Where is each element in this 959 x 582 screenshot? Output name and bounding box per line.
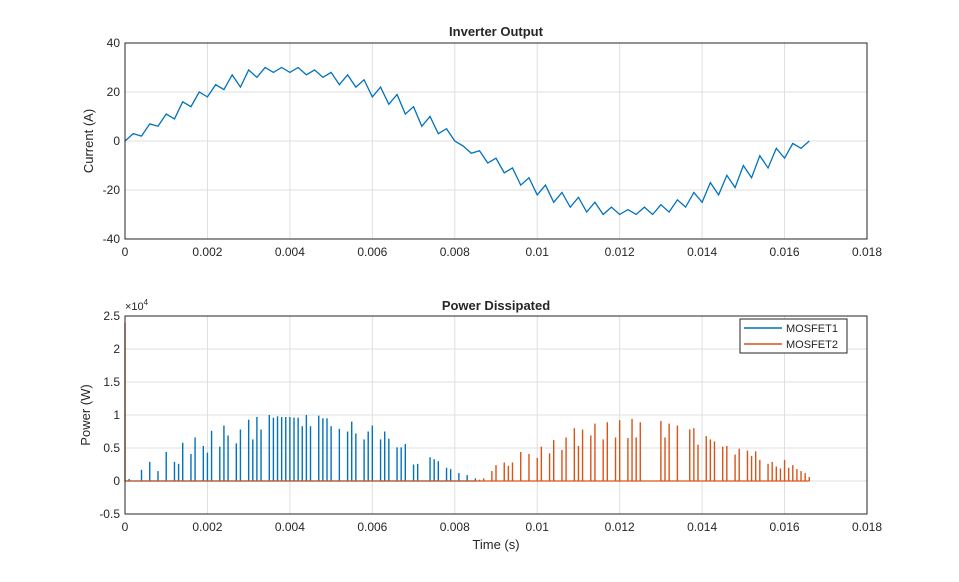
power-x-tick-label: 0.004: [275, 520, 305, 534]
current-ylabel: Current (A): [81, 109, 96, 173]
current-x-tick-label: 0.014: [687, 245, 717, 259]
legend-label-mosfet2: MOSFET2: [786, 339, 838, 351]
current-y-tick-label: 40: [107, 36, 121, 50]
legend-label-mosfet1: MOSFET1: [786, 323, 838, 335]
power-y-tick-label: 0.5: [103, 441, 120, 455]
current-y-tick-label: 20: [107, 85, 121, 99]
current-x-tick-label: 0: [122, 245, 129, 259]
power-y-tick-label: 1: [113, 408, 120, 422]
current-x-tick-label: 0.002: [192, 245, 222, 259]
current-data: [124, 66, 810, 216]
current-y-tick-label: 0: [113, 134, 120, 148]
power-x-tick-label: 0.012: [605, 520, 635, 534]
legend: MOSFET1 MOSFET2: [739, 318, 848, 354]
current-y-tick-label: -20: [103, 183, 121, 197]
power-x-tick-label: 0.008: [440, 520, 470, 534]
current-x-tick-label: 0.01: [526, 245, 550, 259]
current-x-tick-label: 0.006: [357, 245, 387, 259]
current-x-tick-label: 0.016: [770, 245, 800, 259]
power-y-tick-label: 2.5: [103, 309, 120, 323]
power-x-tick-label: 0.01: [526, 520, 550, 534]
power-x-tick-label: 0.002: [192, 520, 222, 534]
power-xlabel: Time (s): [472, 537, 519, 552]
power-y-exponent: ×104: [125, 298, 149, 313]
power-y-tick-label: 0: [113, 474, 120, 488]
power-x-tick-label: 0.006: [357, 520, 387, 534]
power-axes: Power Dissipated Power (W) Time (s) ×104…: [78, 298, 882, 552]
current-x-tick-label: 0.008: [440, 245, 470, 259]
power-ylabel: Power (W): [78, 384, 93, 445]
power-x-tick-label: 0.016: [770, 520, 800, 534]
current-x-tick-label: 0.004: [275, 245, 305, 259]
current-title: Inverter Output: [449, 24, 544, 39]
power-y-tick-label: 2: [113, 342, 120, 356]
power-y-tick-label: -0.5: [99, 507, 120, 521]
current-axes-box: [124, 42, 868, 240]
current-y-tick-label: -40: [103, 232, 121, 246]
power-x-tick-label: 0.014: [687, 520, 717, 534]
power-axes-box: [124, 315, 868, 515]
current-x-tick-label: 0.018: [852, 245, 882, 259]
current-series-line: [124, 66, 810, 216]
power-y-tick-label: 1.5: [103, 375, 120, 389]
current-x-tick-label: 0.012: [605, 245, 635, 259]
power-x-tick-label: 0: [122, 520, 129, 534]
legend-box: [739, 318, 848, 354]
current-axes: Inverter Output Current (A) 0 0.002 0.004 0…: [81, 24, 882, 259]
power-x-tick-label: 0.018: [852, 520, 882, 534]
power-title: Power Dissipated: [442, 298, 550, 313]
